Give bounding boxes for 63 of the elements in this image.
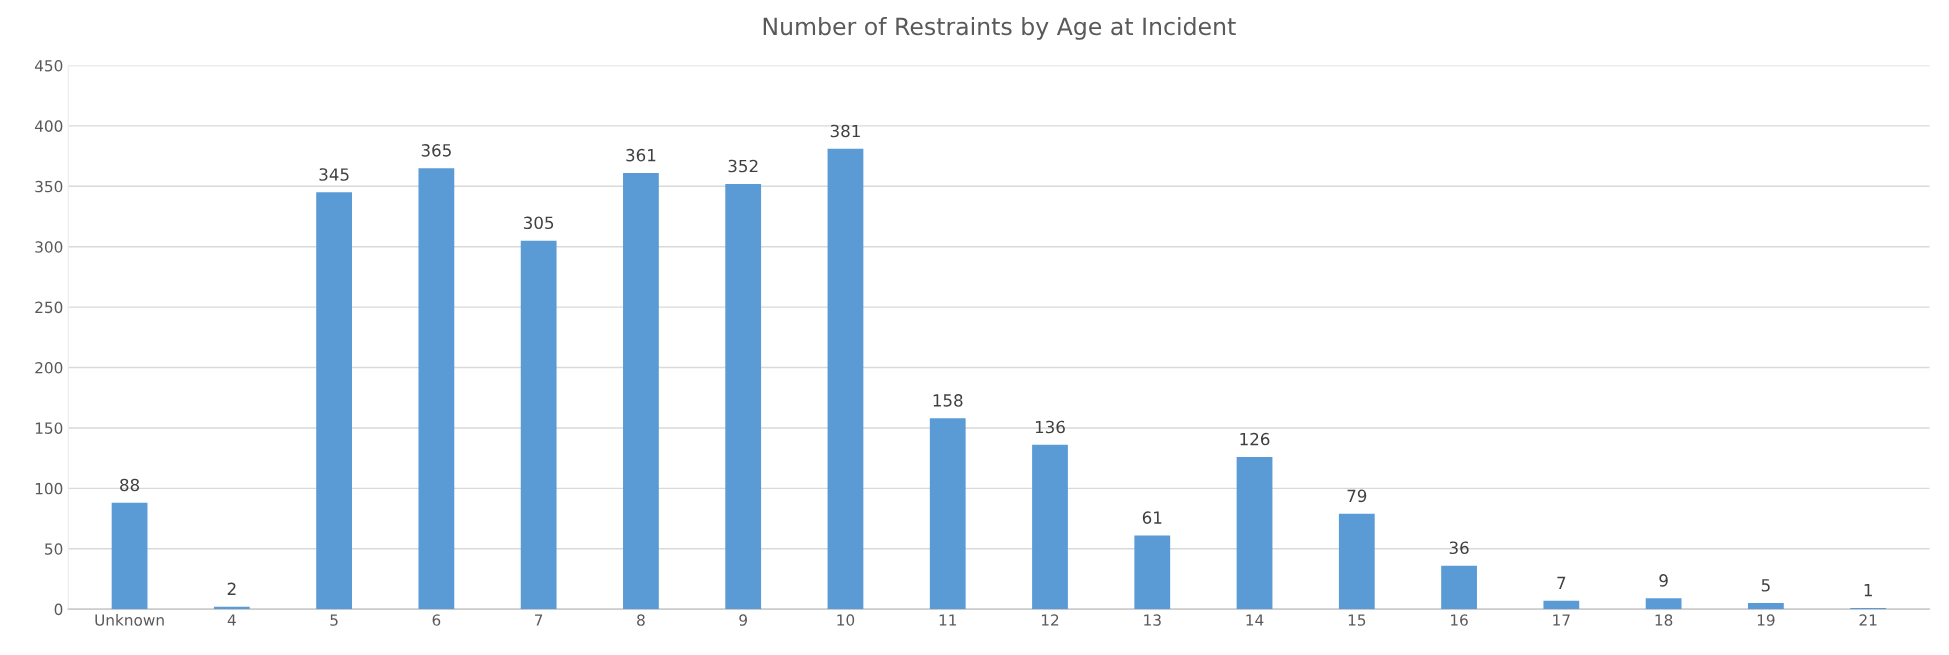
data-label: 365 (421, 144, 451, 157)
bar (1543, 600, 1580, 610)
bar (1338, 513, 1375, 610)
data-label: 381 (830, 124, 860, 138)
bar (725, 183, 762, 610)
x-tick-label: 9 (739, 614, 747, 626)
bar (827, 148, 864, 610)
bar (1032, 444, 1068, 610)
bar (1747, 603, 1784, 610)
bar (1236, 456, 1273, 610)
y-tick-label: 350 (35, 180, 63, 193)
y-tick-label: 250 (35, 301, 63, 314)
x-tick-label: 15 (1348, 614, 1366, 626)
y-tick-label: 400 (34, 120, 63, 132)
x-tick-label: 10 (837, 614, 855, 626)
y-tick-label: 50 (45, 543, 63, 555)
data-label: 2 (227, 582, 236, 595)
y-tick-label: 150 (35, 422, 63, 434)
bar (1441, 565, 1477, 610)
data-label: 61 (1142, 511, 1162, 524)
x-tick-label: 13 (1144, 614, 1161, 626)
y-tick-label: 0 (54, 603, 63, 616)
data-label: 88 (120, 478, 140, 492)
x-tick-label: Unknown (95, 614, 164, 626)
bar (418, 168, 455, 610)
y-tick-label: 200 (35, 361, 63, 374)
bar (929, 418, 966, 610)
bar (316, 192, 353, 610)
data-label: 5 (1761, 579, 1770, 592)
bar (111, 502, 148, 610)
data-label: 126 (1240, 432, 1270, 446)
x-tick-label: 7 (535, 614, 543, 626)
x-tick-label: 11 (939, 614, 957, 626)
x-tick-label: 14 (1246, 614, 1264, 626)
x-tick-label: 21 (1859, 614, 1877, 626)
x-tick-label: 19 (1757, 614, 1775, 626)
x-tick-label: 4 (227, 614, 236, 626)
x-tick-label: 17 (1553, 614, 1570, 626)
x-tick-label: 6 (432, 614, 441, 626)
bar (1645, 598, 1682, 610)
x-tick-label: 18 (1655, 614, 1673, 626)
data-label: 1 (1864, 583, 1872, 597)
data-label: 158 (933, 394, 963, 407)
data-label: 7 (1557, 576, 1566, 589)
bar (520, 240, 557, 610)
data-label: 36 (1449, 541, 1469, 555)
x-tick-label: 16 (1451, 614, 1468, 626)
y-tick-label: 300 (35, 241, 63, 253)
x-tick-label: 5 (330, 614, 338, 626)
y-tick-label: 450 (34, 59, 63, 72)
data-label: 345 (319, 168, 349, 181)
data-label: 305 (524, 216, 554, 230)
x-tick-label: 12 (1041, 614, 1059, 626)
bar (623, 173, 659, 610)
data-label: 352 (728, 159, 758, 173)
x-tick-label: 8 (637, 614, 645, 626)
chart-title: Number of Restraints by Age at Incident (763, 17, 1236, 40)
y-tick-label: 100 (35, 482, 63, 495)
data-label: 79 (1347, 489, 1367, 503)
data-label: 9 (1659, 574, 1668, 587)
data-label: 361 (626, 148, 656, 162)
data-label: 136 (1035, 420, 1065, 434)
bar (1134, 535, 1171, 610)
